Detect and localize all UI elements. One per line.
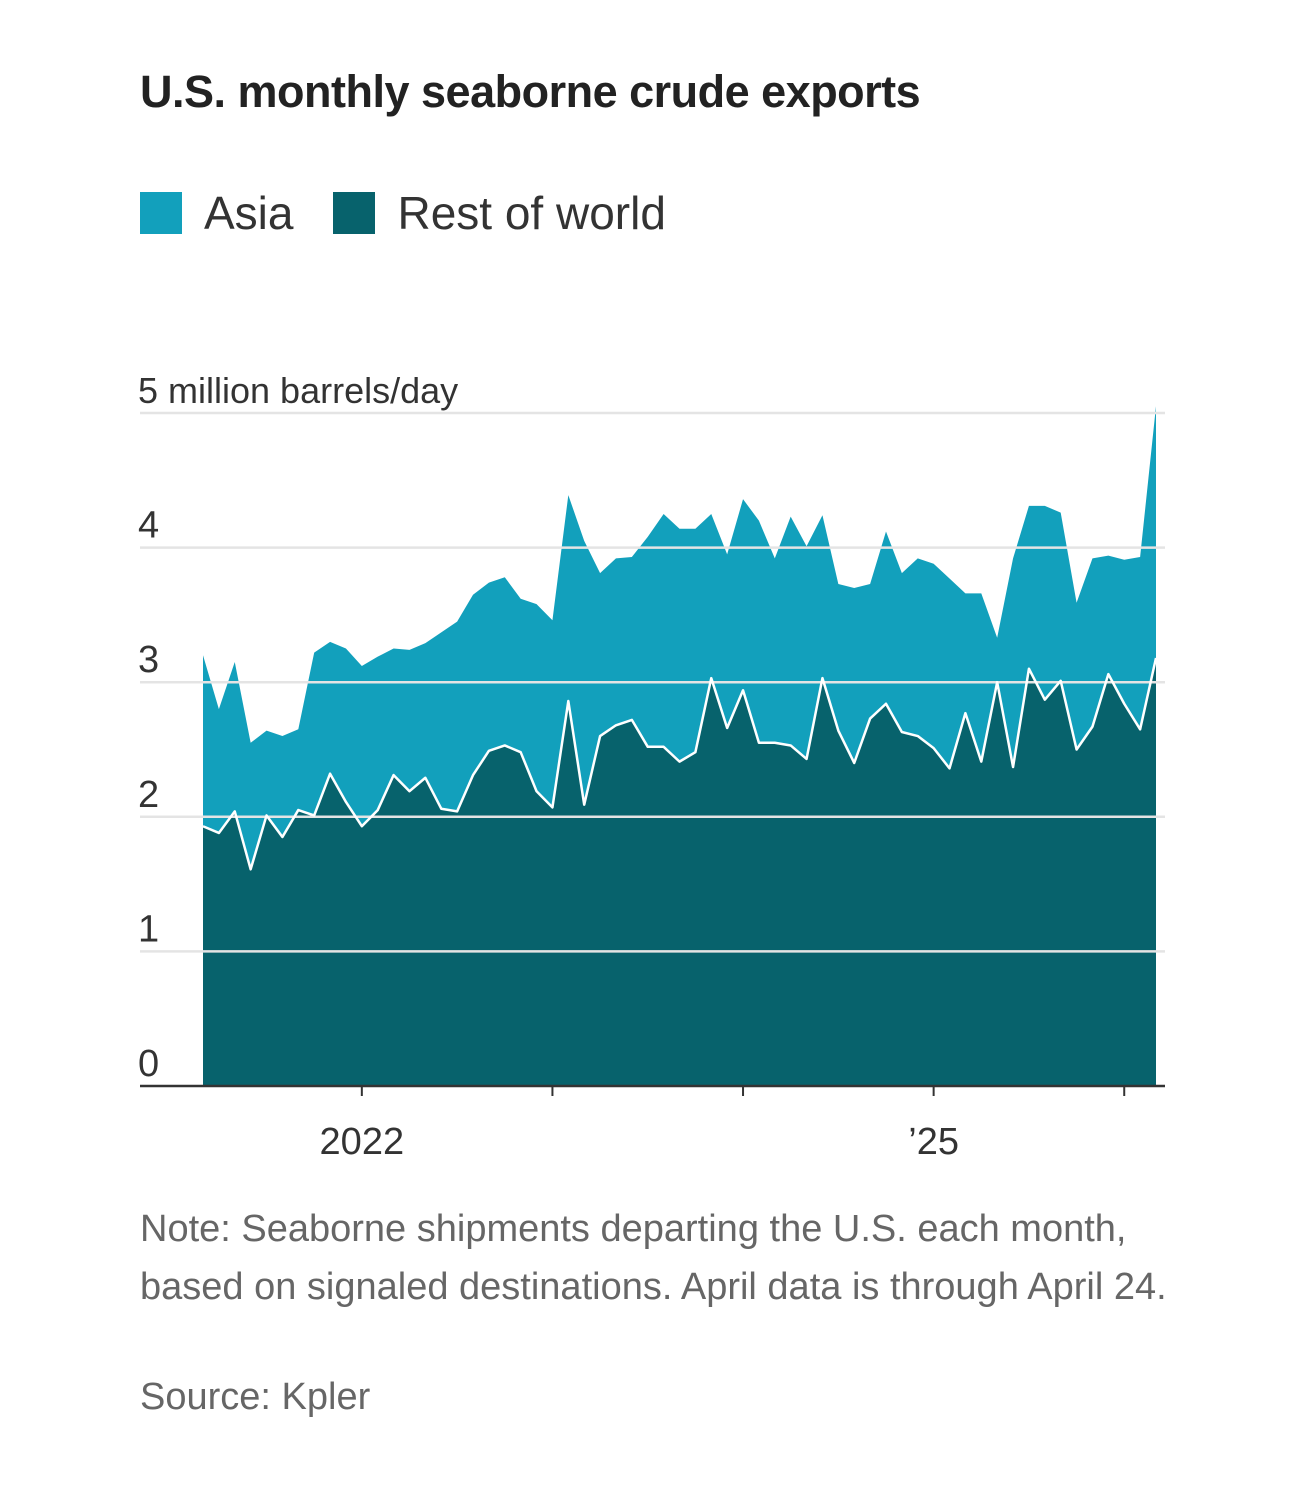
legend: Asia Rest of world [140, 186, 706, 240]
y-tick-label: 2 [138, 774, 159, 816]
legend-item-rest-of-world: Rest of world [333, 186, 666, 240]
chart-note: Note: Seaborne shipments departing the U… [140, 1208, 1167, 1308]
legend-label-rest-of-world: Rest of world [397, 187, 666, 239]
x-tick-label: 2022 [320, 1121, 405, 1163]
y-axis-unit-label: 5 million barrels/day [138, 370, 458, 411]
series-area-rest-of-world [203, 657, 1156, 1086]
y-tick-label: 3 [138, 639, 159, 681]
y-tick-label: 4 [138, 505, 159, 547]
legend-swatch-rest-of-world [333, 192, 376, 234]
series-area-asia [203, 406, 1156, 870]
x-tick-label: ’25 [908, 1121, 959, 1163]
legend-swatch-asia [140, 192, 182, 234]
area-chart: 0 1 2 3 4 5 million barrels/day 2022 ’25 [138, 370, 1165, 1163]
legend-item-asia: Asia [140, 186, 293, 240]
y-tick-label: 1 [138, 908, 159, 950]
series-boundary-line [202, 657, 1158, 871]
chart-title: U.S. monthly seaborne crude exports [140, 66, 921, 117]
legend-label-asia: Asia [204, 187, 294, 239]
chart-source: Source: Kpler [140, 1376, 371, 1418]
y-tick-label: 0 [138, 1043, 159, 1085]
